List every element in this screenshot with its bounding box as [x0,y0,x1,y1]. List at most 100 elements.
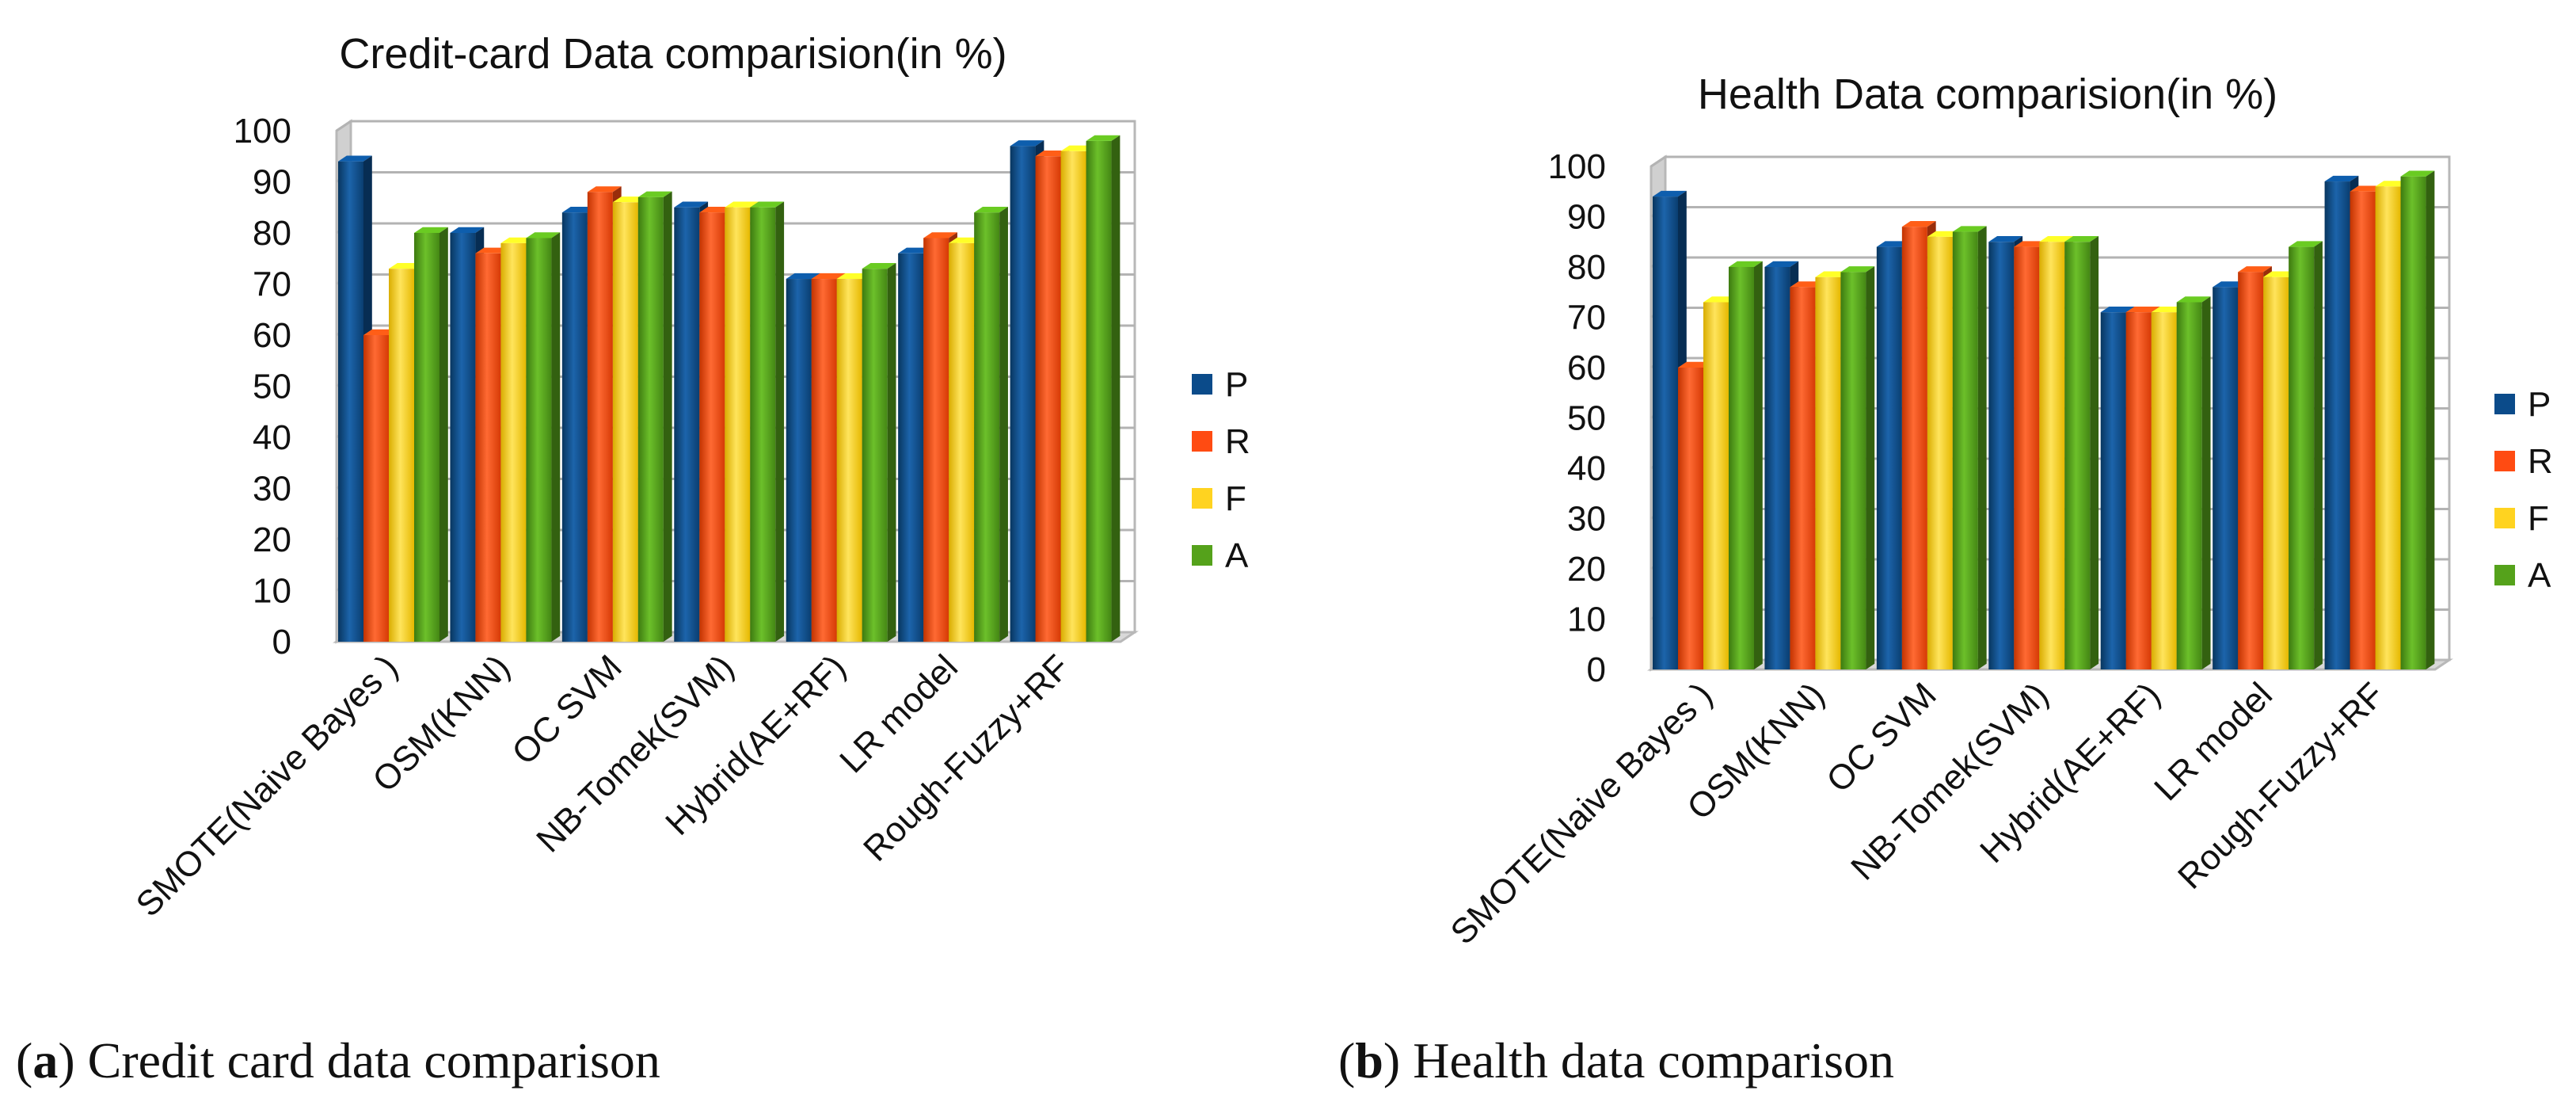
y-tick-label: 40 [1567,449,1606,488]
bar-front [1764,267,1790,669]
y-tick-label: 80 [1567,248,1606,287]
bar-front [1035,156,1061,642]
bar-top [1840,266,1875,273]
bar [2400,170,2435,669]
bar-front [1901,227,1927,669]
bar-front [2176,302,2202,669]
bar-front [1678,368,1703,669]
bar-front [974,212,1000,642]
bar-front [587,192,613,642]
bar-front [2263,276,2289,669]
figure-caption: (a) Credit card data comparison [16,1032,660,1089]
bar [2176,296,2211,669]
y-tick-label: 10 [253,572,291,611]
bar-front [811,279,837,642]
bar-front [1653,196,1678,670]
gridline [336,120,352,132]
legend-swatch [2494,508,2515,528]
bar-front [949,242,975,642]
y-tick-label: 50 [253,368,291,406]
bar-side [775,201,785,643]
bar-front [1988,242,2015,669]
x-tick-label: SMOTE(Naive Bayes ) [129,647,405,924]
bar-top [450,227,485,233]
bar-front [1703,302,1729,669]
legend-swatch [1192,545,1212,566]
chart-panel-credit-card: Credit-card Data comparision(in %) 0 10 20… [16,30,1250,1089]
bar-front [2289,246,2315,670]
bar-front [1790,287,1816,669]
y-tick-label: 30 [1567,500,1606,539]
bar-top [811,273,846,280]
bar-front [2238,272,2264,669]
legend-label: P [1225,365,1248,404]
bar-top [637,191,672,197]
legend-label: R [2528,442,2553,481]
bar-front [2213,287,2239,669]
legend-swatch [1192,488,1212,509]
bar-front [1876,246,1902,670]
bar [2064,236,2099,669]
bar-top [1653,190,1687,197]
bar-front [2125,312,2152,669]
legend-swatch [1192,374,1212,395]
y-tick-label: 20 [1567,550,1606,589]
y-tick-label: 40 [253,418,291,457]
bar-side [663,191,672,642]
bar-top [674,201,709,208]
bar-front [725,207,751,642]
bar-side [1111,135,1121,642]
bar-side [1754,261,1763,669]
y-tick-label: 10 [1567,601,1606,639]
bar-front [1010,146,1036,643]
bar-front [2350,191,2376,669]
bar-top [974,207,1008,213]
bar-front [414,233,439,642]
y-tick-label: 50 [1567,399,1606,438]
bar-front [637,196,664,643]
bar [1840,266,1875,669]
legend-label: F [2528,499,2549,538]
bar-front [923,238,949,642]
chart-panel-health: Health Data comparision(in %) 0 10 20 30 40 5… [1338,71,2553,1089]
bar-top [1010,140,1044,147]
y-tick-label: 0 [272,623,291,662]
legend-label: P [2528,385,2551,424]
bar [2289,241,2323,670]
figure-caption: (b) Health data comparison [1338,1032,1894,1089]
bar-top [2289,241,2323,247]
chart-title: Credit-card Data comparision(in %) [339,30,1006,78]
bar-front [2324,181,2350,670]
bar-top [2064,236,2099,242]
bar-front [338,161,363,642]
bar-top [1988,236,2023,242]
bar-side [2090,236,2099,669]
legend-swatch [2494,394,2515,414]
bar [637,191,672,643]
bar-top [414,227,448,233]
bar [526,232,561,642]
bar-front [1952,231,1978,669]
bar-front [561,212,588,642]
bar-front [674,207,700,642]
caption-text: Health data comparison [1413,1032,1894,1089]
bar-top [725,201,759,208]
y-tick-label: 0 [1587,650,1606,689]
plot-area: 0 10 20 30 40 50 60 70 80 90 100 SMOTE(Naive Bayes … [1444,147,2453,952]
legend-label: F [1225,479,1246,518]
bar-top [2125,306,2160,313]
chart-title: Health Data comparision(in %) [1698,71,2277,118]
y-tick-label: 90 [1567,198,1606,237]
bar-front [836,279,862,642]
bar-front [699,212,725,642]
y-tick-label: 60 [253,316,291,355]
y-tick-label: 80 [253,214,291,253]
bar-front [1729,267,1754,669]
bar-front [475,253,501,642]
gridline [1650,155,1666,168]
bar-front [898,253,924,642]
bar-front [1815,276,1841,669]
y-tick-label: 70 [253,265,291,304]
